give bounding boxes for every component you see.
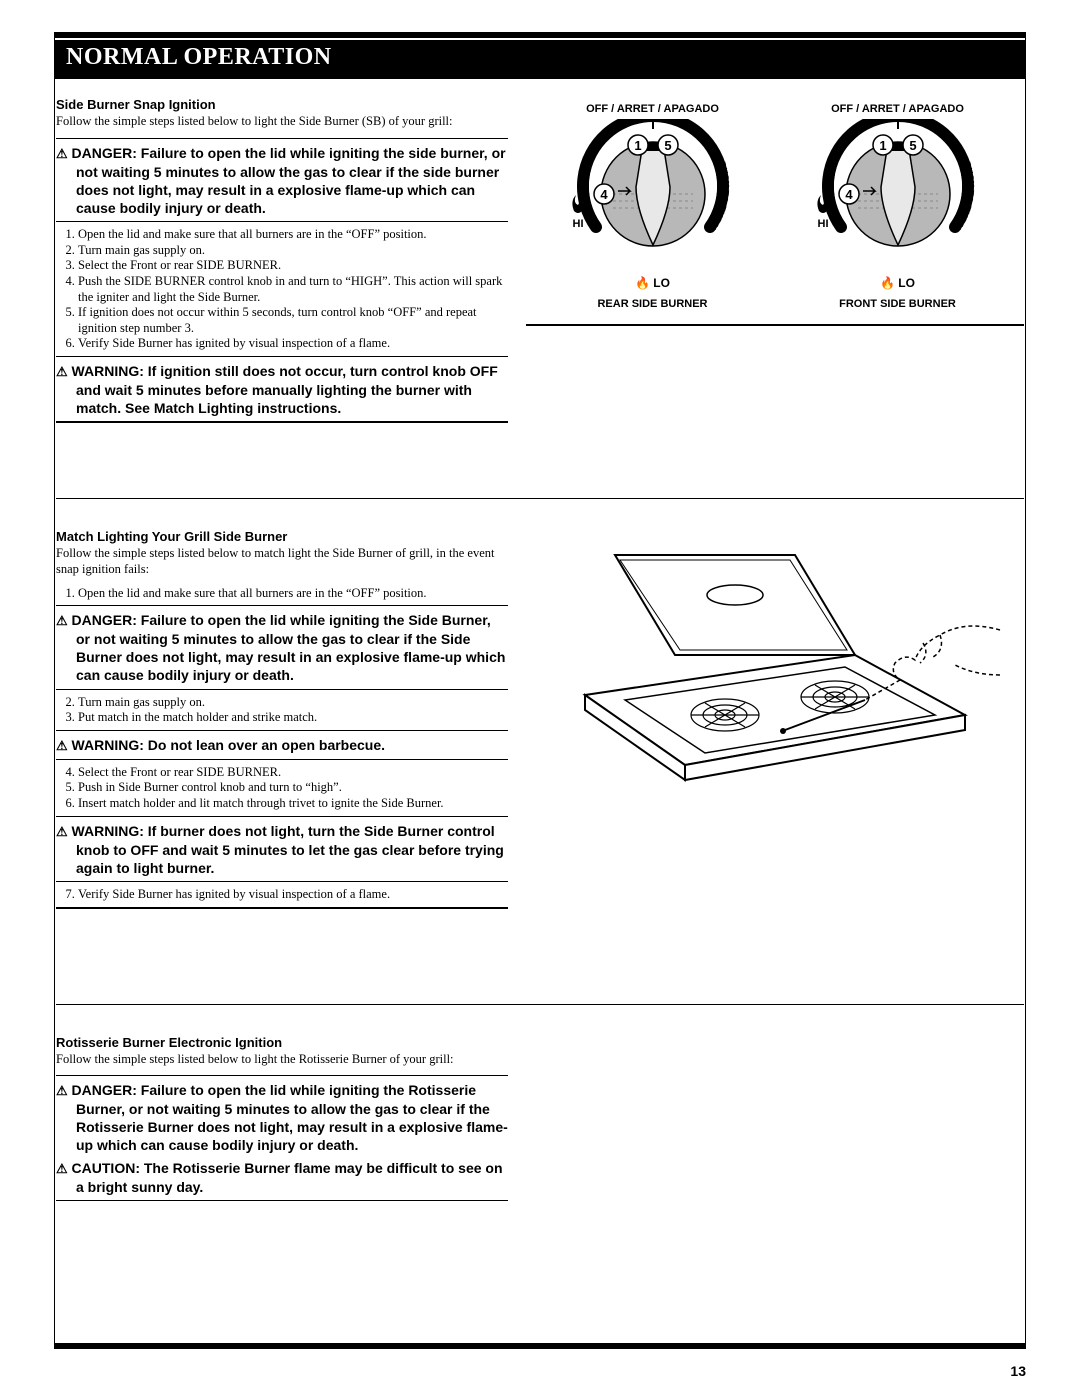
knob-front-label: FRONT SIDE BURNER <box>839 298 956 310</box>
svg-text:4: 4 <box>845 187 853 202</box>
step-item: Insert match holder and lit match throug… <box>78 796 508 812</box>
section2-intro: Follow the simple steps listed below to … <box>56 546 508 577</box>
svg-text:1: 1 <box>634 138 641 153</box>
step-item: If ignition does not occur within 5 seco… <box>78 305 508 336</box>
step-item: Turn main gas supply on. <box>78 695 508 711</box>
section3-heading: Rotisserie Burner Electronic Ignition <box>56 1035 508 1050</box>
warning-icon: ⚠ <box>56 146 68 161</box>
step-item: Turn main gas supply on. <box>78 243 508 259</box>
footer-bar <box>54 1343 1026 1349</box>
step-item: Select the Front or rear SIDE BURNER. <box>78 258 508 274</box>
step-item: Open the lid and make sure that all burn… <box>78 586 508 602</box>
knob-front: OFF / ARRET / APAGADO 1 <box>783 103 1013 310</box>
section1-warning: ⚠ WARNING: If ignition still does not oc… <box>56 362 508 417</box>
page-title: NORMAL OPERATION <box>54 38 1026 79</box>
section3-intro: Follow the simple steps listed below to … <box>56 1052 508 1068</box>
section2-warning1: ⚠ WARNING: Do not lean over an open barb… <box>56 736 508 755</box>
warning-icon: ⚠ <box>56 1083 68 1098</box>
step-item: Push in Side Burner control knob and tur… <box>78 780 508 796</box>
knob-off-label: OFF / ARRET / APAGADO <box>586 103 719 115</box>
knob-lo-label: 🔥 LO <box>880 276 915 290</box>
svg-text:4: 4 <box>600 187 608 202</box>
match-lighting-figure <box>545 535 1005 795</box>
step-item: Open the lid and make sure that all burn… <box>78 227 508 243</box>
section1-danger: ⚠ DANGER: Failure to open the lid while … <box>56 144 508 217</box>
section2-heading: Match Lighting Your Grill Side Burner <box>56 529 508 544</box>
knob-dial-icon: 1 5 4 HI PUSH TO TURN <box>803 119 993 274</box>
step-item: Verify Side Burner has ignited by visual… <box>78 887 508 903</box>
step-item: Put match in the match holder and strike… <box>78 710 508 726</box>
svg-text:HI: HI <box>817 218 828 230</box>
knob-diagram-row: OFF / ARRET / APAGADO 1 <box>526 103 1024 310</box>
step-item: Verify Side Burner has ignited by visual… <box>78 336 508 352</box>
warning-icon: ⚠ <box>56 824 68 839</box>
svg-text:5: 5 <box>664 138 671 153</box>
section2-steps-b: Turn main gas supply on. Put match in th… <box>56 695 508 726</box>
section-divider <box>56 1004 1024 1005</box>
svg-text:HI: HI <box>572 218 583 230</box>
section2-step1: Open the lid and make sure that all burn… <box>56 586 508 602</box>
section2-step7: Verify Side Burner has ignited by visual… <box>56 887 508 903</box>
knob-dial-icon: 1 5 4 HI PUSH TO TURN <box>558 119 748 274</box>
step-item: Select the Front or rear SIDE BURNER. <box>78 765 508 781</box>
section2-warning2: ⚠ WARNING: If burner does not light, tur… <box>56 822 508 877</box>
section2-steps-c: Select the Front or rear SIDE BURNER. Pu… <box>56 765 508 812</box>
knob-rear-label: REAR SIDE BURNER <box>597 298 707 310</box>
warning-icon: ⚠ <box>56 364 68 379</box>
section1-heading: Side Burner Snap Ignition <box>56 97 508 112</box>
section1-steps: Open the lid and make sure that all burn… <box>56 227 508 352</box>
warning-icon: ⚠ <box>56 613 68 628</box>
title-band: NORMAL OPERATION <box>54 32 1026 79</box>
section-snap-ignition: Side Burner Snap Ignition Follow the sim… <box>54 97 1026 428</box>
section-rotisserie: Rotisserie Burner Electronic Ignition Fo… <box>54 1035 1026 1206</box>
svg-text:1: 1 <box>879 138 886 153</box>
knob-lo-label: 🔥 LO <box>635 276 670 290</box>
section3-caution: ⚠ CAUTION: The Rotisserie Burner flame m… <box>56 1159 508 1196</box>
section3-danger: ⚠ DANGER: Failure to open the lid while … <box>56 1081 508 1154</box>
page-number: 13 <box>1010 1363 1026 1379</box>
section2-danger: ⚠ DANGER: Failure to open the lid while … <box>56 611 508 684</box>
section-match-lighting: Match Lighting Your Grill Side Burner Fo… <box>54 529 1026 913</box>
section-divider <box>56 498 1024 499</box>
knob-off-label: OFF / ARRET / APAGADO <box>831 103 964 115</box>
step-item: Push the SIDE BURNER control knob in and… <box>78 274 508 305</box>
knob-rear: OFF / ARRET / APAGADO 1 <box>538 103 768 310</box>
warning-icon: ⚠ <box>56 738 68 753</box>
svg-text:5: 5 <box>909 138 916 153</box>
warning-icon: ⚠ <box>56 1161 68 1176</box>
section1-intro: Follow the simple steps listed below to … <box>56 114 508 130</box>
